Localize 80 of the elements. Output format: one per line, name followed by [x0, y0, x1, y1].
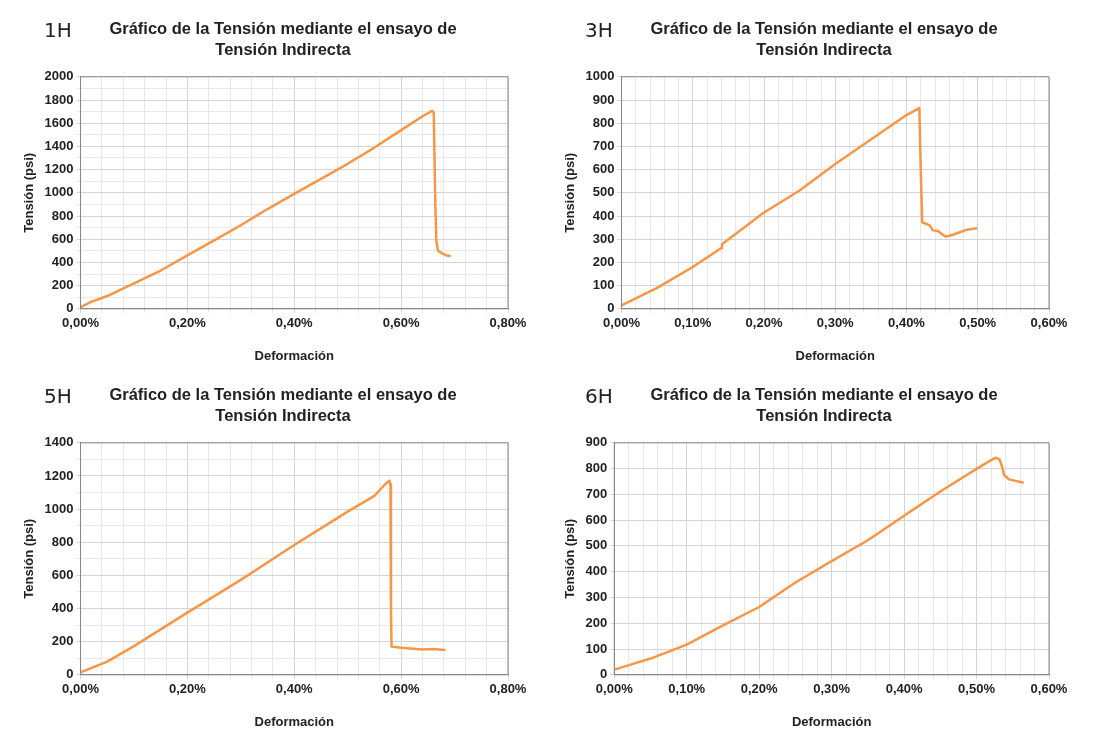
- x-tick-label: 0,30%: [816, 315, 855, 331]
- text: 3H: [585, 18, 613, 42]
- y-axis-title: Tensión (psi): [562, 518, 578, 599]
- x-tick-label: 0,40%: [885, 681, 923, 697]
- y-tick-label: 1400: [44, 137, 74, 153]
- y-tick-label: 1200: [44, 467, 74, 483]
- y-tick-label: 400: [51, 253, 74, 269]
- x-tick-label: 0,00%: [62, 315, 100, 331]
- y-tick-label: 600: [51, 230, 74, 246]
- x-tick-label: 0,40%: [275, 315, 314, 331]
- y-tick-label: 2000: [44, 68, 74, 84]
- y-tick-label: 400: [592, 207, 615, 223]
- x-axis-title: Deformación: [791, 713, 872, 729]
- x-tick-label: 0,60%: [1030, 315, 1068, 331]
- x-tick-label: 0,60%: [1030, 681, 1068, 697]
- y-tick-label: 0: [66, 300, 74, 316]
- y-tick-label: 0: [66, 666, 74, 682]
- x-tick-label: 0,20%: [168, 681, 207, 697]
- y-tick-label: 1000: [44, 500, 74, 516]
- x-tick-label: 0,60%: [382, 315, 420, 331]
- y-tick-label: 0: [607, 300, 615, 316]
- y-tick-label: 700: [592, 137, 615, 153]
- y-tick-label: 700: [585, 485, 608, 501]
- x-tick-label: 0,80%: [489, 681, 527, 697]
- y-tick-label: 400: [585, 563, 608, 579]
- x-tick-label: 0,20%: [168, 315, 207, 331]
- y-tick-label: 600: [51, 566, 74, 582]
- y-tick-label: 800: [51, 533, 74, 549]
- x-tick-label: 0,00%: [595, 681, 634, 697]
- y-tick-label: 100: [592, 277, 615, 293]
- y-axis-title: Tensión (psi): [562, 152, 578, 233]
- y-tick-label: 200: [585, 614, 608, 630]
- y-axis-title: Tensión (psi): [21, 518, 37, 599]
- x-tick-label: 0,00%: [62, 681, 100, 697]
- y-tick-label: 600: [585, 511, 608, 527]
- text: 5H: [44, 384, 72, 408]
- y-tick-label: 400: [51, 600, 74, 616]
- x-axis-title: Deformación: [254, 347, 335, 363]
- y-tick-label: 500: [585, 537, 608, 553]
- x-tick-label: 0,30%: [813, 681, 851, 697]
- y-tick-label: 200: [51, 277, 74, 293]
- y-tick-label: 300: [592, 230, 615, 246]
- x-axis-title: Deformación: [254, 713, 335, 729]
- y-tick-label: 800: [51, 207, 74, 223]
- x-axis-title: Deformación: [795, 347, 876, 363]
- text: 6H: [585, 384, 613, 408]
- y-tick-label: 200: [592, 253, 615, 269]
- y-tick-label: 500: [592, 184, 615, 200]
- x-tick-label: 0,50%: [959, 315, 997, 331]
- y-tick-label: 1000: [44, 184, 74, 200]
- x-tick-label: 0,60%: [382, 681, 420, 697]
- y-tick-label: 100: [585, 640, 608, 656]
- y-axis-title: Tensión (psi): [21, 152, 37, 233]
- x-tick-label: 0,10%: [668, 681, 706, 697]
- y-tick-label: 1000: [585, 68, 615, 84]
- chart-title: Gráfico de la Tensión mediante el ensayo de Tensión Indirecta: [108, 18, 458, 60]
- text: 1H: [44, 18, 72, 42]
- y-tick-label: 300: [585, 589, 608, 605]
- chart-title: Gráfico de la Tensión mediante el ensayo de Tensión Indirecta: [108, 384, 458, 426]
- y-tick-label: 800: [592, 114, 615, 130]
- x-tick-label: 0,10%: [674, 315, 712, 331]
- chart-title: Gráfico de la Tensión mediante el ensayo de Tensión Indirecta: [649, 384, 999, 426]
- chart-title: Gráfico de la Tensión mediante el ensayo de Tensión Indirecta: [649, 18, 999, 60]
- x-tick-label: 0,40%: [888, 315, 926, 331]
- y-tick-label: 200: [51, 633, 74, 649]
- y-tick-label: 1400: [44, 434, 74, 450]
- y-tick-label: 600: [592, 161, 615, 177]
- x-tick-label: 0,20%: [740, 681, 779, 697]
- x-tick-label: 0,50%: [958, 681, 996, 697]
- y-tick-label: 1800: [44, 91, 74, 107]
- x-tick-label: 0,80%: [489, 315, 527, 331]
- y-tick-label: 800: [585, 460, 608, 476]
- y-tick-label: 1200: [44, 161, 74, 177]
- x-tick-label: 0,00%: [603, 315, 641, 331]
- y-tick-label: 1600: [44, 114, 74, 130]
- y-tick-label: 0: [600, 666, 608, 682]
- y-tick-label: 900: [592, 91, 615, 107]
- x-tick-label: 0,20%: [745, 315, 783, 331]
- x-tick-label: 0,40%: [275, 681, 314, 697]
- y-tick-label: 900: [585, 434, 608, 450]
